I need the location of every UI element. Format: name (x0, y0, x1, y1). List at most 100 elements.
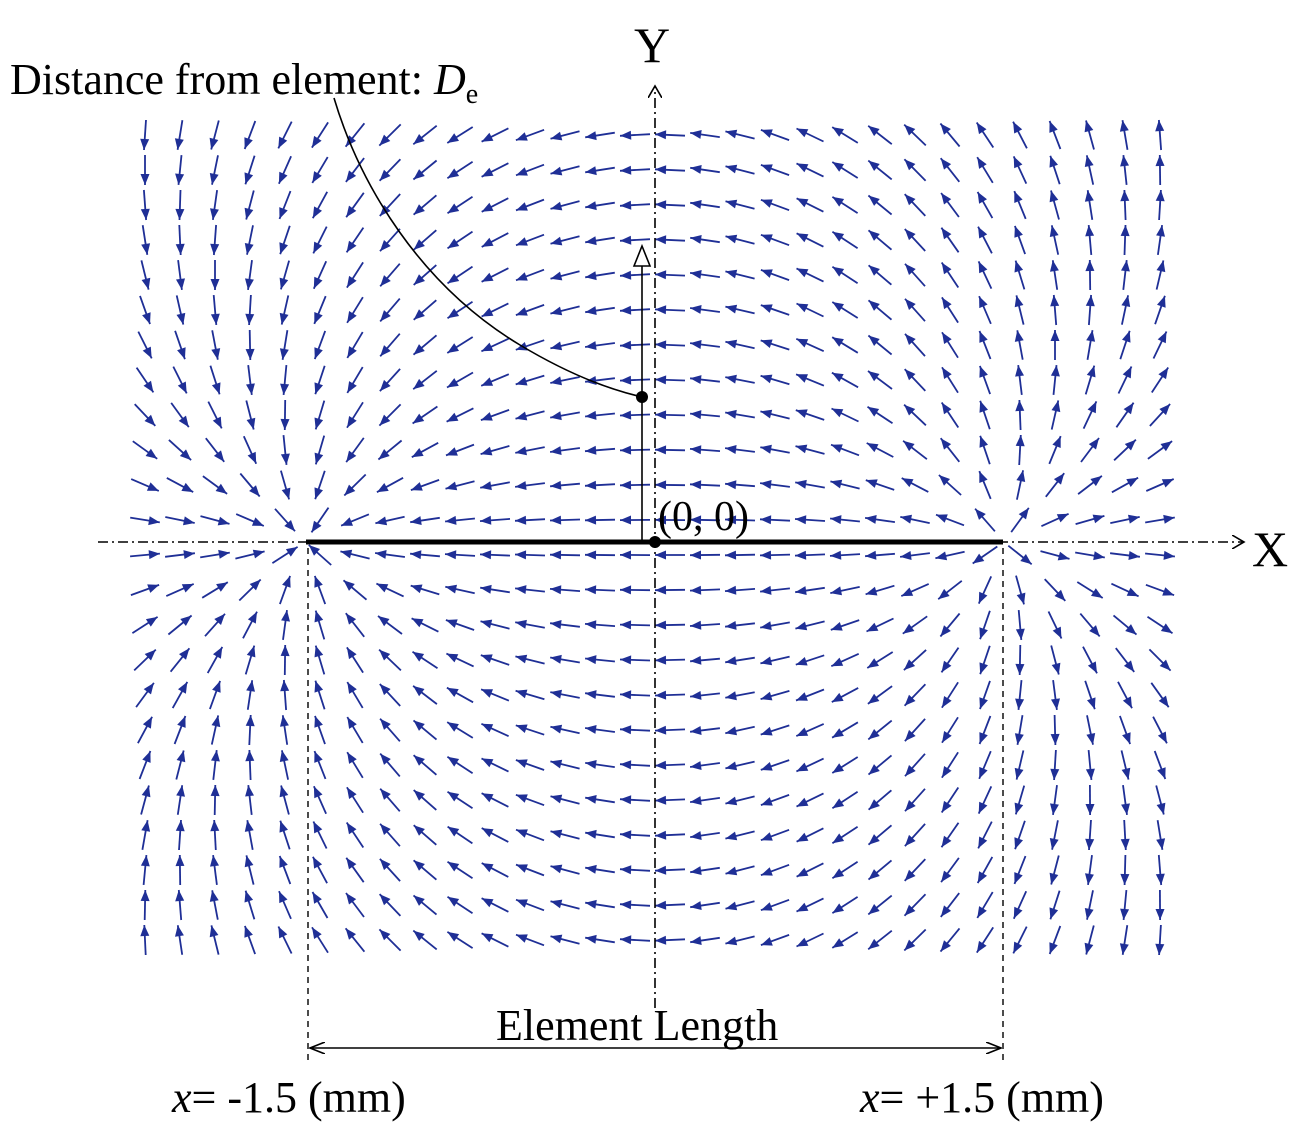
field-arrow-head (900, 514, 912, 524)
field-arrow-head (245, 348, 255, 360)
field-arrow-head (1056, 513, 1069, 523)
field-arrow-head (447, 308, 460, 319)
field-arrow-head (830, 550, 842, 560)
field-arrow-head (1085, 873, 1094, 885)
field-arrow-head (1120, 225, 1130, 237)
field-arrow-head (347, 311, 357, 323)
field-arrow-head (725, 164, 738, 174)
field-arrow-head (690, 796, 702, 805)
field-arrow-head (690, 936, 702, 945)
field-arrow-head (346, 857, 357, 870)
field-arrow-head (279, 891, 288, 904)
field-arrow-head (1013, 156, 1023, 169)
field-arrow-head (620, 620, 632, 630)
field-arrow-head (347, 682, 357, 694)
field-arrow-head (411, 618, 424, 628)
field-arrow-head (413, 204, 425, 215)
field-arrow-head (1121, 295, 1131, 307)
field-arrow-head (413, 274, 425, 285)
field-arrow-head (1125, 624, 1137, 635)
field-arrow-head (977, 157, 987, 169)
field-arrow-head (1122, 366, 1132, 379)
field-arrow-head (516, 202, 528, 211)
field-arrow-head (760, 480, 772, 489)
field-arrow-head (796, 692, 808, 701)
field-arrow-head (345, 613, 357, 625)
field-arrow-head (1120, 908, 1130, 920)
field-arrow-head (1161, 479, 1174, 488)
field-arrow-head (515, 654, 528, 664)
field-arrow-head (413, 930, 425, 941)
field-arrow-head (1122, 732, 1131, 745)
field-arrow-head (725, 304, 738, 314)
field-arrow-head (1084, 908, 1094, 920)
field-arrow-head (1157, 331, 1167, 344)
field-arrow-head (410, 482, 423, 491)
field-arrow-head (379, 134, 391, 146)
field-arrow-head (978, 261, 988, 274)
field-arrow-head (1160, 623, 1173, 634)
field-arrow-head (904, 404, 916, 416)
field-arrow-head (1085, 225, 1095, 237)
field-arrow-head (447, 722, 459, 732)
field-arrow-head (620, 165, 632, 175)
field-arrow-head (346, 240, 357, 253)
field-arrow-head (941, 193, 952, 205)
field-arrow-head (795, 515, 807, 525)
field-arrow-head (976, 940, 987, 953)
field-arrow-head (380, 275, 391, 287)
field-arrow-head (620, 830, 632, 840)
field-arrow-head (515, 481, 527, 490)
field-arrow-head (1020, 554, 1032, 565)
field-arrow-head (244, 925, 253, 938)
field-arrow-head (905, 765, 916, 777)
field-arrow-head (655, 235, 667, 245)
field-arrow-head (1014, 872, 1023, 884)
field-arrow-head (140, 208, 150, 220)
field-arrow-head (760, 656, 773, 666)
field-arrow-head (379, 929, 391, 941)
field-arrow-head (941, 262, 952, 275)
field-arrow-head (690, 655, 702, 665)
field-arrow-head (550, 480, 562, 490)
field-arrow-head (312, 206, 322, 219)
field-arrow-head (314, 487, 323, 500)
field-arrow-head (725, 550, 737, 560)
field-arrow-head (655, 795, 667, 805)
field-arrow-head (904, 729, 916, 742)
field-arrow-head (1155, 155, 1165, 167)
field-arrow-head (760, 902, 773, 911)
field-arrow-head (550, 864, 563, 874)
field-arrow-head (796, 268, 809, 278)
field-arrow-head (760, 762, 773, 771)
field-arrow-head (313, 276, 323, 289)
field-arrow-head (979, 365, 988, 378)
field-arrow-head (480, 654, 493, 663)
field-arrow-head (447, 203, 460, 214)
field-arrow-head (655, 865, 667, 875)
field-arrow-head (308, 545, 320, 556)
field-arrow-head (314, 610, 324, 623)
field-arrow-head (585, 725, 597, 734)
field-arrow-head (183, 516, 195, 526)
field-arrow-head (515, 446, 527, 456)
field-arrow-head (760, 515, 772, 525)
field-arrow-head (1087, 401, 1097, 414)
field-arrow-head (620, 585, 632, 595)
field-arrow-head (176, 312, 186, 325)
field-arrow-head (346, 787, 357, 799)
field-arrow-head (868, 938, 880, 950)
field-arrow-head (413, 378, 425, 390)
field-arrow-head (655, 340, 667, 350)
field-arrow-head (940, 438, 952, 450)
field-arrow-head (314, 751, 323, 763)
field-arrow-head (690, 831, 702, 840)
field-arrow-head (244, 243, 254, 255)
field-arrow-head (347, 416, 357, 428)
field-arrow-head (447, 896, 460, 907)
field-arrow-head (245, 278, 254, 290)
field-arrow-head (796, 374, 808, 383)
field-arrow-head (412, 651, 425, 662)
field-arrow-head (516, 934, 528, 943)
field-arrow-head (515, 689, 528, 699)
